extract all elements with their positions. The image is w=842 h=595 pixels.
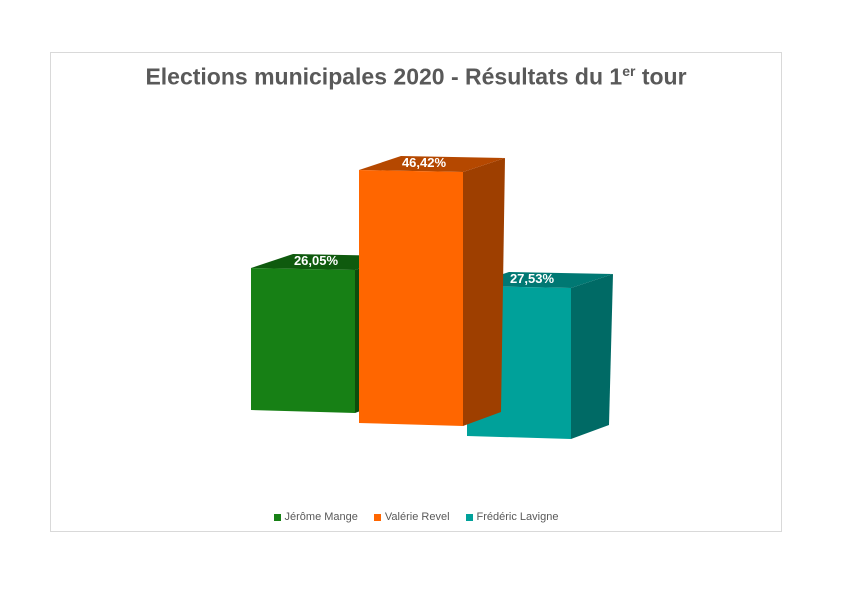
bar-top-1 bbox=[359, 156, 505, 173]
legend-swatch bbox=[373, 513, 381, 521]
bar-top-2 bbox=[467, 271, 613, 288]
bar-side-2 bbox=[571, 273, 613, 439]
chart-legend: Jérôme Mange Valérie Revel Frédéric Lavign… bbox=[51, 511, 781, 523]
legend-item: Jérôme Mange bbox=[273, 511, 358, 523]
data-label-1: 46,42% bbox=[402, 155, 447, 170]
bar-0 bbox=[251, 268, 355, 413]
bar-chart-plot: 26,05% 27,53% 46,42% bbox=[251, 155, 613, 439]
legend-swatch bbox=[273, 513, 281, 521]
legend-label: Valérie Revel bbox=[384, 511, 450, 523]
bar-1 bbox=[359, 170, 463, 426]
legend-item: Valérie Revel bbox=[373, 511, 450, 523]
legend-item: Frédéric Lavigne bbox=[465, 511, 559, 523]
bar-side-1 bbox=[463, 158, 505, 427]
legend-swatch bbox=[465, 513, 473, 521]
chart-title-superscript: er bbox=[622, 63, 636, 79]
legend-label: Jérôme Mange bbox=[284, 511, 358, 523]
chart-frame: Elections municipales 2020 - Résultats d… bbox=[50, 52, 782, 532]
data-label-2: 27,53% bbox=[510, 271, 555, 286]
data-label-0: 26,05% bbox=[294, 253, 339, 268]
chart-title: Elections municipales 2020 - Résultats d… bbox=[145, 63, 687, 90]
legend-label: Frédéric Lavigne bbox=[476, 511, 559, 523]
